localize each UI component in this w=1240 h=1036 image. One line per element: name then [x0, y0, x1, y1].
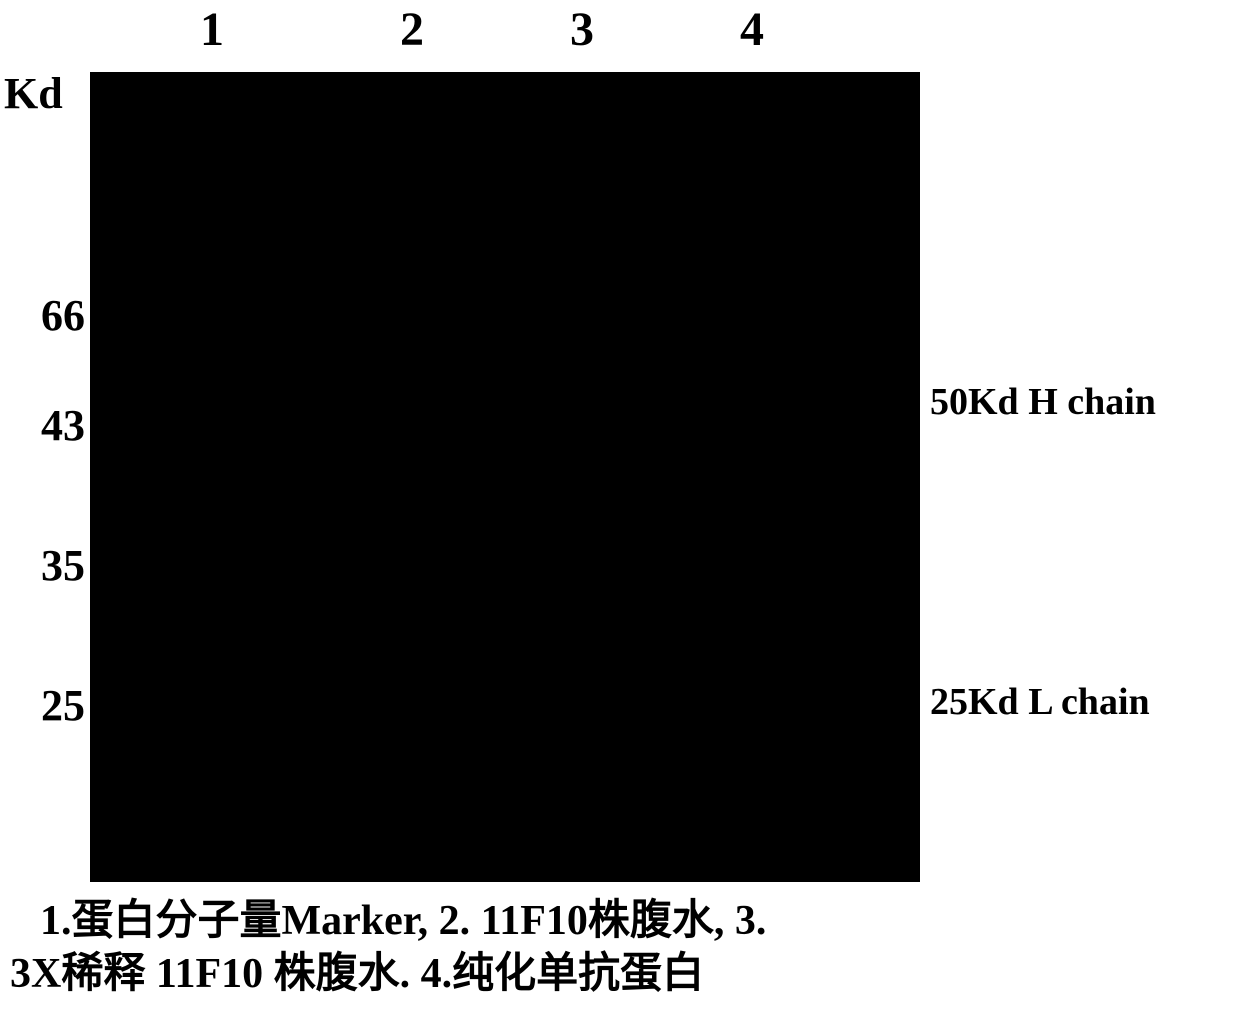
light-chain-label: 25Kd L chain [930, 680, 1150, 724]
lane-label-3: 3 [570, 2, 594, 57]
kd-unit-label: Kd [4, 68, 63, 119]
heavy-chain-label: 50Kd H chain [930, 380, 1156, 424]
caption-line-2: 3X稀释 11F10 株腹水. 4.纯化单抗蛋白 [10, 948, 766, 1001]
figure-caption: 1.蛋白分子量Marker, 2. 11F10株腹水, 3. 3X稀释 11F1… [10, 895, 766, 1000]
figure-container: 1 2 3 4 Kd 66 43 35 25 50Kd H chain 25Kd… [0, 0, 1240, 1036]
mw-marker-43: 43 [30, 400, 85, 451]
lane-label-4: 4 [740, 2, 764, 57]
mw-marker-35: 35 [30, 540, 85, 591]
lane-label-2: 2 [400, 2, 424, 57]
mw-marker-66: 66 [30, 290, 85, 341]
gel-image-area [90, 72, 920, 882]
lane-label-1: 1 [200, 2, 224, 57]
lane-labels-row: 1 2 3 4 [0, 2, 1000, 62]
mw-marker-25: 25 [30, 680, 85, 731]
caption-line-1: 1.蛋白分子量Marker, 2. 11F10株腹水, 3. [40, 895, 766, 948]
